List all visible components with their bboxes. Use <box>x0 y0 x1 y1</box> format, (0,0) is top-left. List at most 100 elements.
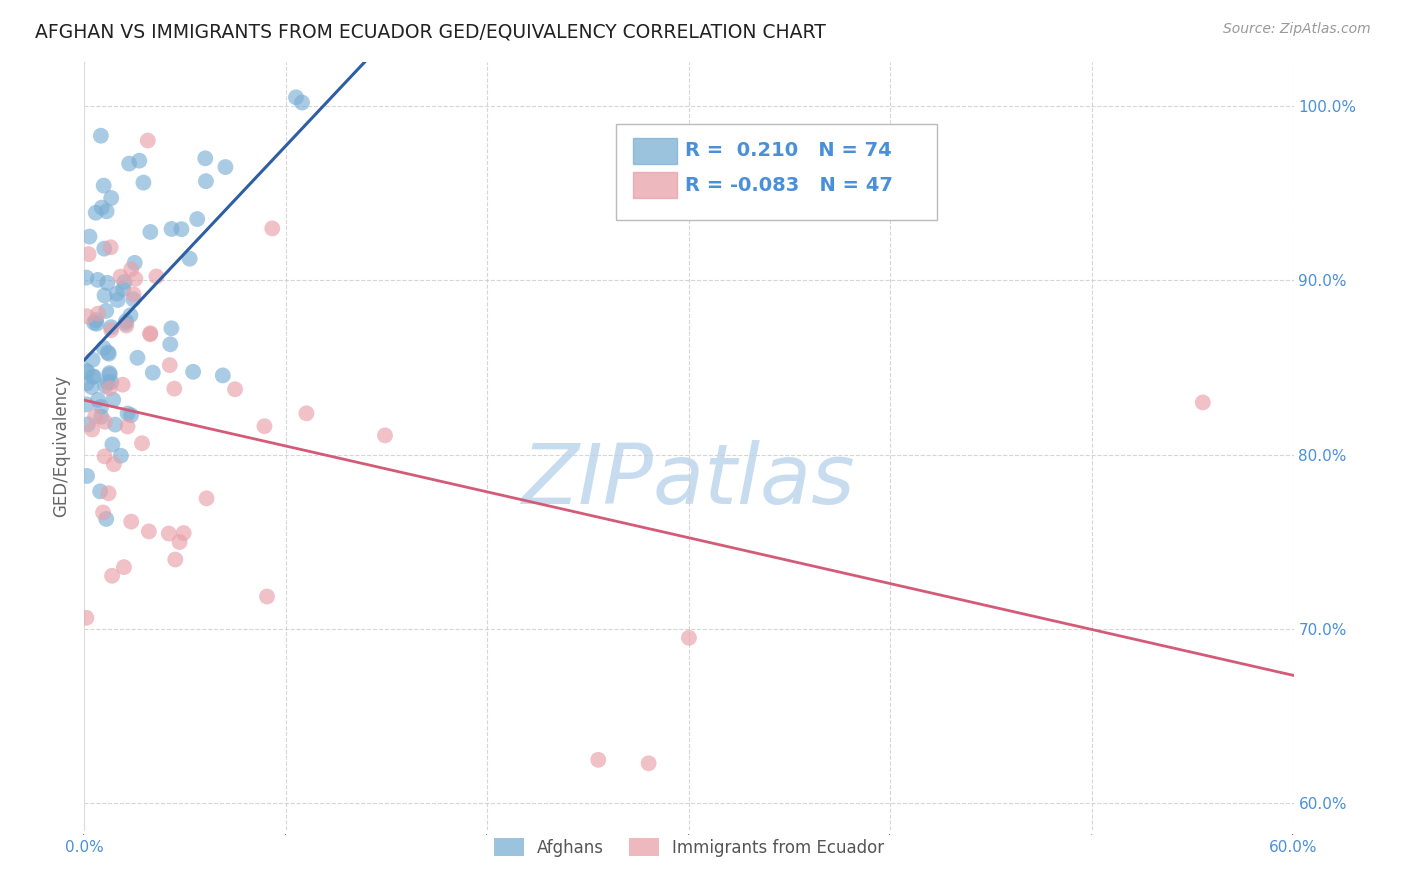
Point <box>374 428 396 442</box>
Point <box>84 409 107 424</box>
Text: R = -0.083   N = 47: R = -0.083 N = 47 <box>685 176 893 194</box>
Point <box>262 221 284 235</box>
Text: AFGHAN VS IMMIGRANTS FROM ECUADOR GED/EQUIVALENCY CORRELATION CHART: AFGHAN VS IMMIGRANTS FROM ECUADOR GED/EQ… <box>35 22 827 41</box>
Point <box>98 366 121 380</box>
Point <box>87 307 110 321</box>
Point <box>159 358 181 372</box>
Point <box>291 95 314 110</box>
Point <box>101 568 124 582</box>
Point <box>214 160 236 174</box>
Text: 0.0%: 0.0% <box>65 840 104 855</box>
Point <box>76 469 98 483</box>
Point <box>110 269 132 284</box>
Point <box>93 450 115 464</box>
Point <box>100 375 122 389</box>
Point <box>97 345 120 359</box>
Point <box>75 270 97 285</box>
Point <box>173 526 195 541</box>
Point <box>84 205 107 219</box>
Point <box>76 309 98 323</box>
Point <box>120 308 142 322</box>
Point <box>76 417 98 432</box>
Point <box>97 486 120 500</box>
Point <box>111 377 134 392</box>
FancyBboxPatch shape <box>633 172 676 198</box>
Point <box>75 611 97 625</box>
Point <box>76 365 98 379</box>
Point <box>160 321 183 335</box>
Point <box>186 212 208 227</box>
Point <box>145 269 167 284</box>
Point <box>295 406 318 420</box>
Point <box>82 352 104 367</box>
Point <box>114 317 136 331</box>
Point <box>101 437 124 451</box>
Point <box>94 415 117 429</box>
Point <box>82 422 104 436</box>
Point <box>211 368 233 383</box>
Point <box>139 225 162 239</box>
Point <box>138 524 160 539</box>
Point <box>122 287 145 301</box>
Point <box>80 380 103 394</box>
Point <box>105 286 128 301</box>
Point <box>82 369 104 384</box>
Point <box>588 753 610 767</box>
Point <box>256 590 278 604</box>
Point <box>96 375 118 389</box>
Point <box>83 369 105 384</box>
Point <box>124 256 146 270</box>
Point <box>91 506 114 520</box>
Point <box>89 484 111 499</box>
Point <box>159 337 181 351</box>
Point <box>75 397 97 411</box>
Point <box>96 304 118 318</box>
Text: 60.0%: 60.0% <box>1270 840 1317 855</box>
Point <box>117 407 139 421</box>
Point <box>1192 395 1215 409</box>
Point <box>103 392 125 407</box>
Point <box>97 347 120 361</box>
Point <box>90 128 112 143</box>
Point <box>637 756 659 771</box>
Point <box>253 419 276 434</box>
Point <box>93 341 115 355</box>
Point <box>115 318 138 333</box>
Point <box>96 512 118 526</box>
Point <box>107 293 129 307</box>
Point <box>678 631 700 645</box>
Point <box>112 282 135 296</box>
Point <box>224 382 246 396</box>
Text: Source: ZipAtlas.com: Source: ZipAtlas.com <box>1223 22 1371 37</box>
Point <box>100 323 122 337</box>
Point <box>124 272 146 286</box>
Point <box>98 368 121 382</box>
Point <box>75 363 97 377</box>
Point <box>112 560 135 574</box>
Point <box>139 326 162 341</box>
Point <box>139 327 162 342</box>
Text: ZIPatlas: ZIPatlas <box>522 440 856 521</box>
Point <box>76 376 98 391</box>
Point <box>285 90 308 104</box>
Point <box>87 392 110 407</box>
FancyBboxPatch shape <box>616 124 936 219</box>
Point <box>104 417 127 432</box>
Point <box>179 252 201 266</box>
Point <box>160 222 183 236</box>
Point <box>194 174 217 188</box>
Point <box>93 242 115 256</box>
Point <box>122 293 145 307</box>
Point <box>93 178 115 193</box>
Point <box>120 262 142 277</box>
Point <box>94 379 117 393</box>
Point <box>115 314 138 328</box>
Point <box>83 316 105 330</box>
Point <box>93 288 115 302</box>
Legend: Afghans, Immigrants from Ecuador: Afghans, Immigrants from Ecuador <box>486 831 891 863</box>
Point <box>86 317 108 331</box>
Point <box>96 276 118 290</box>
Point <box>100 191 122 205</box>
Point <box>84 313 107 327</box>
Point <box>100 240 122 254</box>
